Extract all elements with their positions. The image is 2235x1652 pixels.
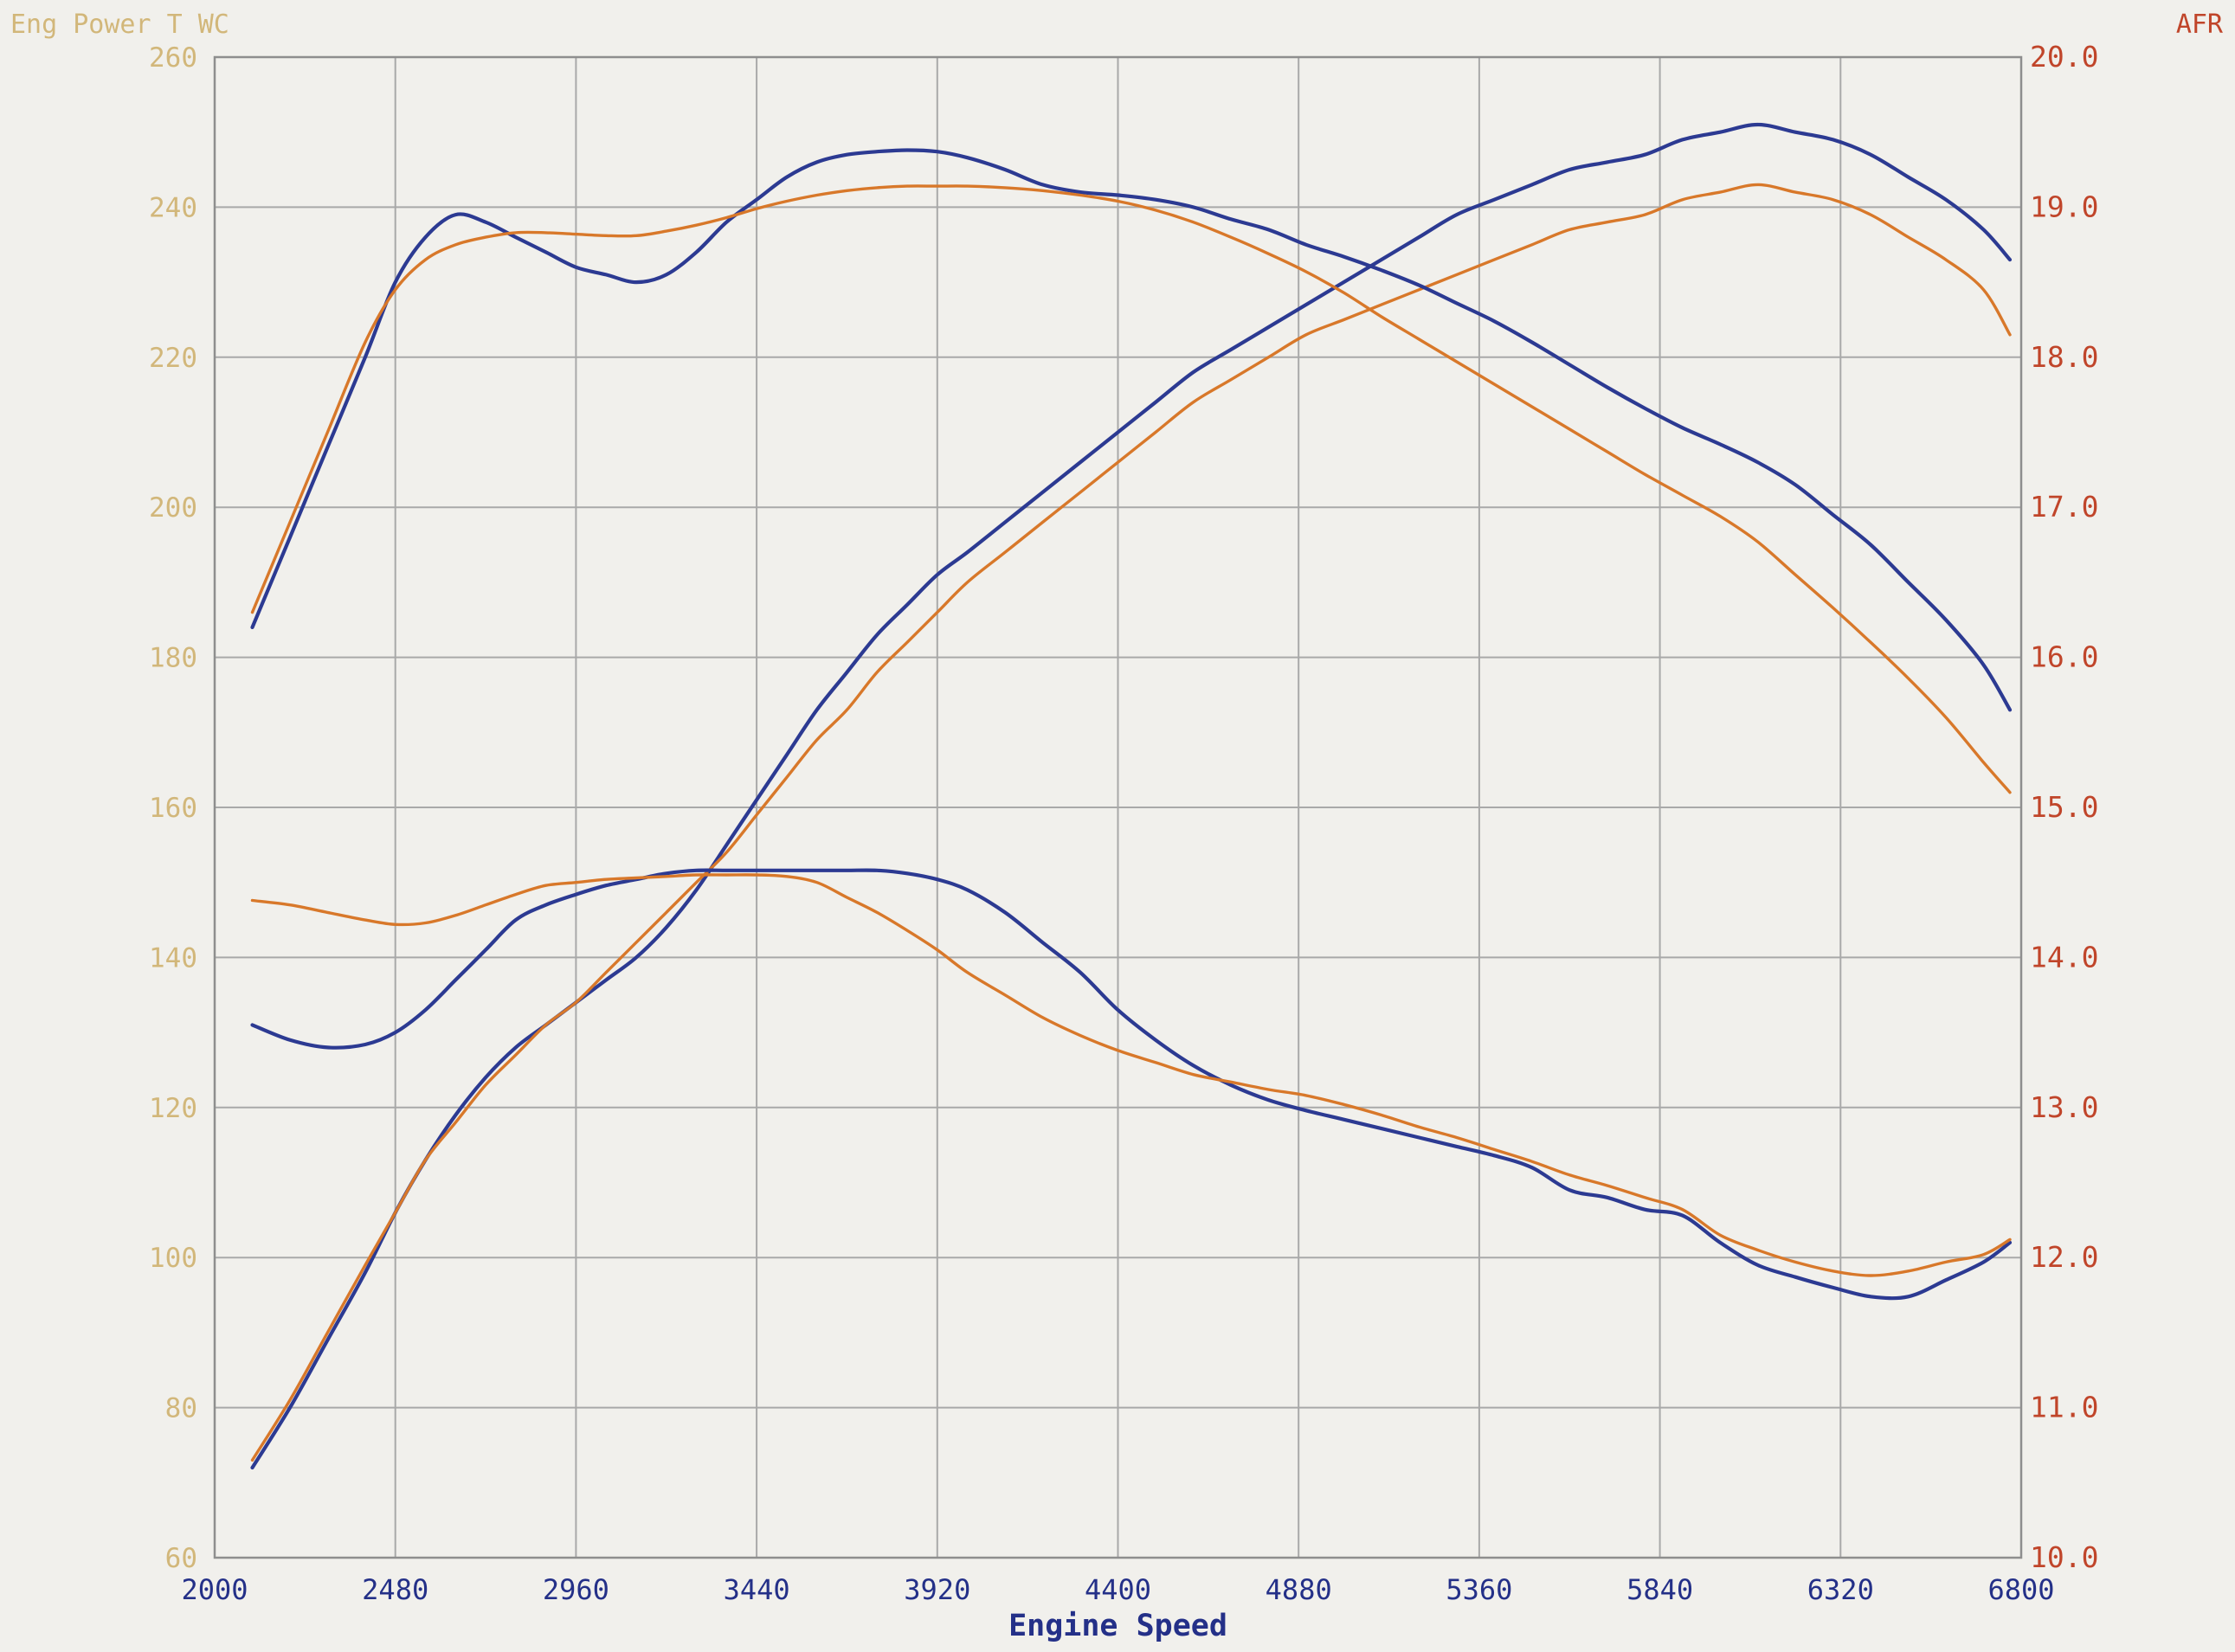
y-left-tick-label: 60 [165,1543,197,1574]
y-right-tick-label: 16.0 [2030,640,2098,674]
y-right-tick-label: 12.0 [2030,1240,2098,1274]
y-right-tick-label: 11.0 [2030,1391,2098,1424]
x-tick-label: 5840 [1626,1573,1693,1606]
y-right-tick-label: 18.0 [2030,340,2098,374]
y-left-tick-label: 220 [149,343,197,374]
y-right-tick-label: 19.0 [2030,190,2098,223]
x-tick-label: 6320 [1807,1573,1874,1606]
series-line-6-orange [250,873,2012,1277]
x-tick-label: 4880 [1266,1573,1332,1606]
y-right-tick-label: 15.0 [2030,790,2098,824]
x-tick-label: 5360 [1446,1573,1512,1606]
y-right-tick-label: 13.0 [2030,1090,2098,1124]
y-left-tick-label: 200 [149,492,197,524]
y-left-tick-label: 160 [149,793,197,824]
y-left-tick-label: 80 [165,1393,197,1424]
y-axis-left-label: Eng Power T WC [10,10,229,40]
x-tick-label: 4400 [1085,1573,1151,1606]
x-tick-label: 2000 [181,1573,248,1606]
y-right-tick-label: 17.0 [2030,490,2098,524]
axes: Eng Power T WC AFR Engine Speed 2000 2480… [10,10,2224,1643]
y-right-tick-label: 14.0 [2030,940,2098,974]
series-group [250,122,2013,1470]
y-left-tick-label: 140 [149,942,197,974]
series-line-2-orange [250,183,2012,1462]
series-line-3-blue [250,148,2013,712]
y-left-tick-label: 100 [149,1243,197,1274]
y-left-tick-label: 240 [149,192,197,223]
plot-frame [213,55,2023,1559]
y-left-tick-label: 180 [149,643,197,674]
series-line-1-blue [250,122,2013,1470]
y-right-tick-label: 10.0 [2030,1540,2098,1574]
series-line-5-blue [250,868,2013,1301]
x-tick-label: 3440 [724,1573,790,1606]
x-tick-label: 2480 [362,1573,428,1606]
y-left-tick-label: 120 [149,1093,197,1124]
grid [213,55,2023,1559]
x-tick-label: 6800 [1987,1573,2054,1606]
x-tick-label: 3920 [904,1573,970,1606]
y-right-tick-label: 20.0 [2030,40,2098,74]
y-left-tick-label: 260 [149,42,197,74]
y-axis-right-label: AFR [2176,10,2224,40]
x-tick-label: 2960 [543,1573,609,1606]
series-line-4-orange [250,184,2012,794]
x-axis-label: Engine Speed [1008,1609,1227,1643]
